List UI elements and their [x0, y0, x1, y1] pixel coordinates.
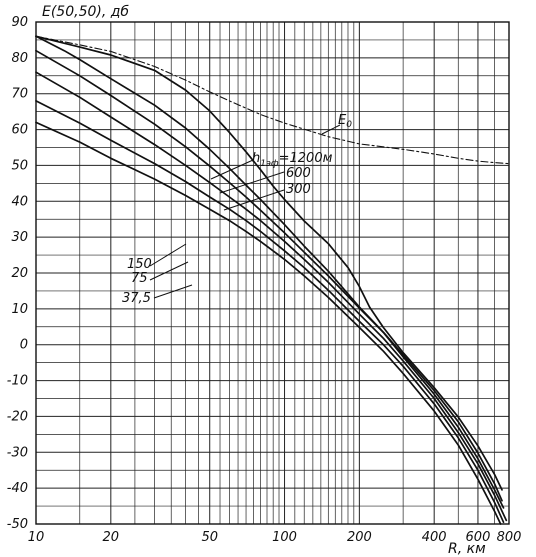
y-tick-label: 40 [11, 194, 28, 209]
x-tick-labels: 10 20 50 100 200 400 600 800 [28, 530, 522, 545]
series-label-1200: h1эф=1200м [252, 151, 333, 169]
series-label-150: 150 [127, 257, 152, 272]
y-tick-label: 20 [11, 266, 28, 281]
y-tick-label: 80 [11, 51, 28, 66]
y-tick-label: 90 [11, 15, 28, 30]
leader-75 [149, 261, 189, 281]
series-line-4 [35, 100, 505, 524]
y-tick-label: 30 [11, 230, 28, 245]
series-line-0 [35, 35, 503, 491]
x-tick-label: 400 [422, 530, 447, 545]
leader-1200 [210, 159, 254, 180]
x-tick-label: 600 [466, 530, 491, 545]
leader-150 [149, 243, 187, 267]
y-tick-label: 10 [11, 302, 28, 317]
leader-300 [223, 189, 285, 211]
x-tick-label: 200 [347, 530, 372, 545]
y-tick-label: 50 [11, 158, 28, 173]
y-tick-label: 60 [11, 123, 28, 138]
series-line-5 [35, 121, 502, 525]
y-tick-label: 70 [11, 87, 28, 102]
e0-label: E0 [338, 113, 352, 130]
x-tick-label: 10 [28, 530, 45, 545]
series-line-2 [35, 49, 505, 509]
y-tick-labels: 90 80 70 60 50 40 30 20 10 0 -10 -20 -30 -40 -50 [7, 15, 28, 532]
x-tick-label: 100 [272, 530, 297, 545]
leader-37-5 [153, 284, 193, 299]
y-tick-label: -10 [7, 374, 28, 389]
series-label-37-5: 37,5 [122, 291, 151, 306]
x-axis-label: R, км [448, 541, 486, 557]
leader-600 [219, 171, 285, 194]
series-lines [35, 35, 510, 525]
series-line-6 [35, 35, 510, 165]
series-label-300: 300 [286, 182, 311, 197]
series-line-3 [35, 71, 508, 522]
y-tick-label: -20 [7, 409, 28, 424]
x-tick-label: 800 [497, 530, 522, 545]
y-tick-label: -50 [7, 517, 28, 532]
y-tick-label: -40 [7, 481, 28, 496]
e0-leader [321, 124, 341, 135]
y-axis-label: E(50,50), дб [42, 4, 129, 20]
series-line-1 [35, 35, 503, 502]
x-tick-label: 50 [201, 530, 218, 545]
series-label-75: 75 [131, 271, 148, 286]
y-tick-label: -30 [7, 445, 28, 460]
series-label-600: 600 [286, 166, 311, 181]
major-grid [35, 21, 510, 525]
x-tick-label: 20 [103, 530, 120, 545]
plot-frame [35, 21, 510, 525]
y-tick-label: 0 [20, 338, 28, 353]
